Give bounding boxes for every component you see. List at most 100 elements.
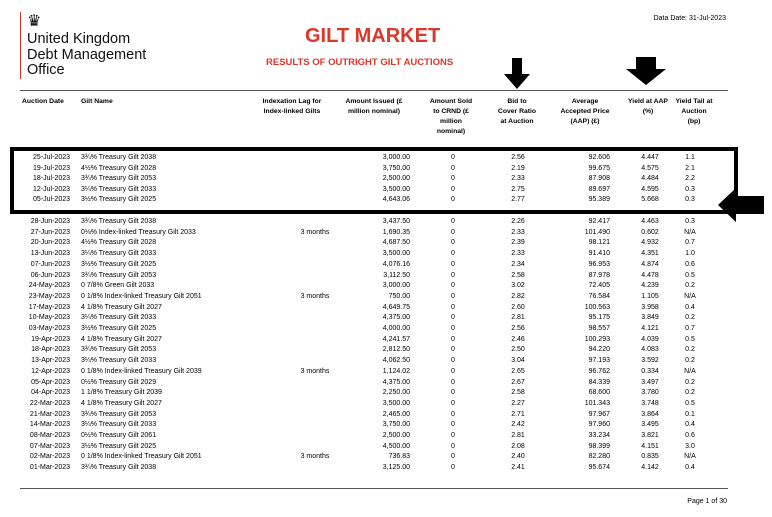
table-row: 08-Mar-2023 0½% Treasury Gilt 2061 2,500.0… bbox=[0, 431, 772, 441]
yield-at-aap: 3.497 bbox=[641, 378, 659, 386]
gilt-name: 4 1/8% Treasury Gilt 2027 bbox=[81, 399, 162, 407]
average-accepted-price: 82.280 bbox=[588, 453, 610, 461]
col-header-lag: Indexation Lag for Index-linked Gilts bbox=[262, 98, 322, 115]
average-accepted-price: 95.674 bbox=[588, 464, 610, 472]
average-accepted-price: 98.121 bbox=[588, 239, 610, 247]
table-row: 14-Mar-2023 3¼% Treasury Gilt 2033 3,750.0… bbox=[0, 420, 772, 430]
auction-date: 08-Mar-2023 bbox=[29, 432, 70, 439]
amount-sold-crnd: 0 bbox=[451, 228, 455, 236]
amount-sold-crnd: 0 bbox=[451, 250, 455, 258]
amount-sold-crnd: 0 bbox=[451, 292, 455, 300]
amount-sold-crnd: 0 bbox=[451, 442, 455, 450]
table-row: 28-Jun-2023 3¾% Treasury Gilt 2038 3,437.5… bbox=[0, 217, 772, 227]
yield-at-aap: 4.595 bbox=[641, 185, 659, 193]
average-accepted-price: 98.557 bbox=[588, 325, 610, 332]
average-accepted-price: 97.960 bbox=[588, 421, 610, 429]
bid-to-cover: 2.33 bbox=[511, 250, 525, 258]
average-accepted-price: 99.675 bbox=[588, 164, 610, 172]
data-date: Data Date: 31-Jul-2023 bbox=[653, 15, 726, 22]
yield-tail: 0.6 bbox=[685, 260, 695, 268]
amount-issued: 2,465.00 bbox=[382, 410, 410, 418]
auction-date: 22-Mar-2023 bbox=[29, 399, 70, 407]
bid-to-cover: 2.77 bbox=[511, 196, 525, 203]
auction-date: 27-Jun-2023 bbox=[30, 228, 70, 236]
table-row: 19-Apr-2023 4 1/8% Treasury Gilt 2027 4,24… bbox=[0, 335, 772, 345]
table-row: 01-Mar-2023 3¾% Treasury Gilt 2038 3,125.0… bbox=[0, 463, 772, 473]
yield-at-aap: 4.484 bbox=[641, 175, 659, 182]
gilt-name: 3½% Treasury Gilt 2025 bbox=[81, 325, 157, 332]
amount-issued: 3,000.00 bbox=[382, 154, 410, 161]
amount-issued: 750.00 bbox=[388, 292, 410, 300]
average-accepted-price: 87.978 bbox=[588, 271, 610, 279]
table-row: 06-Jun-2023 3¾% Treasury Gilt 2053 3,112.5… bbox=[0, 271, 772, 281]
auction-date: 23-May-2023 bbox=[28, 292, 70, 300]
gilt-name: 0 1/8% Index-linked Treasury Gilt 2039 bbox=[81, 367, 202, 375]
yield-at-aap: 4.039 bbox=[641, 335, 659, 343]
gilt-name: 4 1/8% Treasury Gilt 2027 bbox=[81, 303, 162, 311]
yield-at-aap: 3.849 bbox=[641, 314, 659, 322]
bid-to-cover: 2.75 bbox=[511, 185, 525, 193]
yield-tail: 0.3 bbox=[685, 185, 695, 193]
amount-issued: 3,500.00 bbox=[382, 399, 410, 407]
amount-sold-crnd: 0 bbox=[451, 185, 455, 193]
average-accepted-price: 95.175 bbox=[588, 314, 610, 322]
page-number: Page 1 of 30 bbox=[687, 498, 727, 505]
table-row: 05-Apr-2023 0½% Treasury Gilt 2029 4,375.0… bbox=[0, 378, 772, 388]
gilt-name: 3¼% Treasury Gilt 2033 bbox=[81, 421, 157, 429]
gilt-name: 0½% Treasury Gilt 2029 bbox=[81, 378, 157, 386]
table-row: 22-Mar-2023 4 1/8% Treasury Gilt 2027 3,50… bbox=[0, 399, 772, 409]
yield-tail: 0.3 bbox=[685, 218, 695, 225]
yield-at-aap: 4.239 bbox=[641, 282, 659, 290]
yield-at-aap: 3.821 bbox=[641, 432, 659, 439]
bid-to-cover: 2.41 bbox=[511, 464, 525, 472]
table-row: 25-Jul-2023 3¾% Treasury Gilt 2038 3,000.0… bbox=[0, 153, 772, 163]
auction-date: 13-Apr-2023 bbox=[31, 357, 70, 365]
yield-at-aap: 4.447 bbox=[641, 154, 659, 161]
average-accepted-price: 33.234 bbox=[588, 432, 610, 439]
amount-sold-crnd: 0 bbox=[451, 399, 455, 407]
table-row: 05-Jul-2023 3½% Treasury Gilt 2025 4,643.0… bbox=[0, 195, 772, 205]
yield-tail: 0.4 bbox=[685, 303, 695, 311]
page-subtitle: RESULTS OF OUTRIGHT GILT AUCTIONS bbox=[266, 57, 454, 68]
gilt-name: 3¼% Treasury Gilt 2033 bbox=[81, 357, 157, 365]
auction-date: 07-Mar-2023 bbox=[29, 442, 70, 450]
amount-sold-crnd: 0 bbox=[451, 325, 455, 332]
amount-issued: 1,124.02 bbox=[382, 367, 410, 375]
amount-issued: 3,500.00 bbox=[382, 185, 410, 193]
gilt-name: 3½% Treasury Gilt 2025 bbox=[81, 260, 157, 268]
yield-at-aap: 4.575 bbox=[641, 164, 659, 172]
gilt-name: 0 7/8% Green Gilt 2033 bbox=[81, 282, 155, 290]
auction-date: 25-Jul-2023 bbox=[33, 154, 70, 161]
gilt-name: 3¾% Treasury Gilt 2038 bbox=[81, 218, 157, 225]
auction-date: 17-May-2023 bbox=[28, 303, 70, 311]
yield-tail: 1.0 bbox=[685, 250, 695, 258]
yield-tail: N/A bbox=[684, 228, 696, 236]
yield-tail: 0.2 bbox=[685, 282, 695, 290]
bid-to-cover: 2.56 bbox=[511, 154, 525, 161]
average-accepted-price: 97.193 bbox=[588, 357, 610, 365]
amount-issued: 2,250.00 bbox=[382, 389, 410, 397]
indexation-lag: 3 months bbox=[300, 367, 330, 375]
arrow-down-icon bbox=[626, 57, 666, 85]
auction-date: 13-Jun-2023 bbox=[30, 250, 70, 258]
bid-to-cover: 2.81 bbox=[511, 314, 525, 322]
amount-sold-crnd: 0 bbox=[451, 432, 455, 439]
bid-to-cover: 2.50 bbox=[511, 346, 525, 354]
amount-sold-crnd: 0 bbox=[451, 357, 455, 365]
yield-tail: 1.1 bbox=[685, 154, 695, 161]
yield-at-aap: 4.351 bbox=[641, 250, 659, 258]
table-row: 20-Jun-2023 4½% Treasury Gilt 2028 4,687.5… bbox=[0, 238, 772, 248]
average-accepted-price: 96.953 bbox=[588, 260, 610, 268]
average-accepted-price: 101.490 bbox=[584, 228, 610, 236]
auction-date: 05-Jul-2023 bbox=[33, 196, 70, 203]
table-row: 17-May-2023 4 1/8% Treasury Gilt 2027 4,64… bbox=[0, 303, 772, 313]
average-accepted-price: 87.908 bbox=[588, 175, 610, 182]
gilt-name: 3¾% Treasury Gilt 2038 bbox=[81, 464, 157, 472]
yield-at-aap: 0.334 bbox=[641, 367, 659, 375]
average-accepted-price: 68.600 bbox=[588, 389, 610, 397]
average-accepted-price: 92.606 bbox=[588, 154, 610, 161]
bid-to-cover: 2.40 bbox=[511, 453, 525, 461]
yield-tail: 0.5 bbox=[685, 399, 695, 407]
amount-issued: 4,643.06 bbox=[382, 196, 410, 203]
